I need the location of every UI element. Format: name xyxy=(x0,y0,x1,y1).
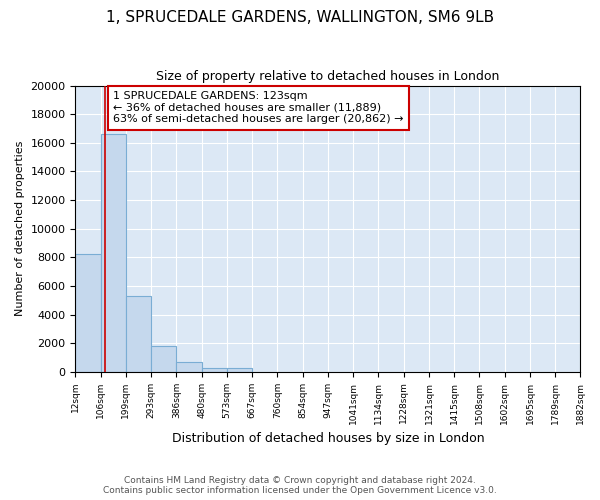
Text: 1, SPRUCEDALE GARDENS, WALLINGTON, SM6 9LB: 1, SPRUCEDALE GARDENS, WALLINGTON, SM6 9… xyxy=(106,10,494,25)
X-axis label: Distribution of detached houses by size in London: Distribution of detached houses by size … xyxy=(172,432,484,445)
Bar xyxy=(151,346,176,372)
Y-axis label: Number of detached properties: Number of detached properties xyxy=(15,141,25,316)
Title: Size of property relative to detached houses in London: Size of property relative to detached ho… xyxy=(156,70,500,83)
Bar xyxy=(176,362,202,372)
Bar xyxy=(126,296,151,372)
Text: 1 SPRUCEDALE GARDENS: 123sqm
← 36% of detached houses are smaller (11,889)
63% o: 1 SPRUCEDALE GARDENS: 123sqm ← 36% of de… xyxy=(113,92,404,124)
Bar xyxy=(227,368,253,372)
Text: Contains HM Land Registry data © Crown copyright and database right 2024.
Contai: Contains HM Land Registry data © Crown c… xyxy=(103,476,497,495)
Bar xyxy=(76,254,101,372)
Bar xyxy=(202,368,227,372)
Bar xyxy=(101,134,126,372)
